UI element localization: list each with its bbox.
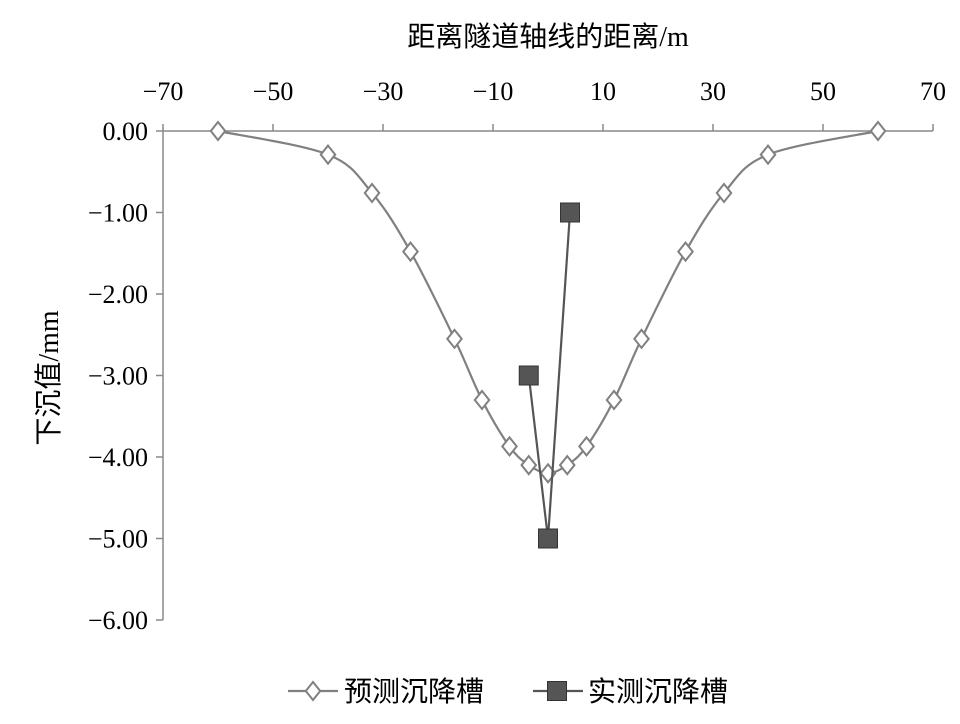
x-tick-label: 10 [590, 77, 616, 106]
data-point [473, 389, 491, 411]
data-point [869, 120, 887, 142]
data-point [560, 202, 580, 223]
data-point [319, 144, 337, 166]
x-tick-label: −30 [363, 77, 404, 106]
data-point [677, 241, 694, 263]
x-tick-label: 30 [700, 77, 726, 106]
series-line [217, 129, 879, 475]
y-tick-label: 0.00 [103, 117, 149, 146]
x-tick-label: 50 [810, 77, 836, 106]
y-tick-label: −2.00 [88, 280, 148, 309]
legend: 预测沉降槽 实测沉降槽 [288, 676, 728, 708]
data-point [402, 241, 419, 263]
x-tick-label: −50 [253, 77, 294, 106]
y-axis-title: 下沉值/mm [33, 310, 65, 446]
series-2 [518, 202, 580, 549]
y-tick-label: −5.00 [88, 525, 148, 554]
legend-label: 实测沉降槽 [588, 676, 728, 708]
data-point [520, 454, 538, 476]
data-point [538, 528, 558, 549]
data-point [501, 435, 518, 458]
x-tick-label: 70 [920, 77, 946, 106]
data-point [578, 435, 595, 458]
y-tick-label: −3.00 [88, 362, 148, 391]
data-point [558, 454, 576, 476]
x-tick-label: −70 [143, 77, 184, 106]
data-point [363, 182, 381, 204]
y-tick-label: −4.00 [88, 443, 148, 472]
series-layer [209, 120, 887, 549]
legend-label: 预测沉降槽 [344, 676, 484, 708]
data-point [209, 120, 227, 142]
data-point [633, 328, 650, 350]
data-point [446, 328, 463, 350]
data-point [715, 182, 733, 204]
data-point [759, 144, 777, 166]
data-point [518, 365, 539, 386]
data-point [605, 389, 623, 411]
x-axis-title: 距离隧道轴线的距离/m [407, 21, 689, 53]
y-tick-label: −6.00 [88, 606, 148, 635]
series-1 [209, 120, 887, 484]
legend-item: 预测沉降槽 [288, 676, 484, 708]
legend-item: 实测沉降槽 [533, 676, 728, 708]
diamond-marker-icon [304, 680, 322, 702]
axes-layer: −70 −50 −30 −10 10 30 50 70 0.00 −1.00 −2.00 −3.00 −… [88, 77, 946, 635]
y-tick-label: −1.00 [88, 199, 148, 228]
square-marker-icon [547, 681, 567, 701]
x-tick-label: −10 [473, 77, 514, 106]
